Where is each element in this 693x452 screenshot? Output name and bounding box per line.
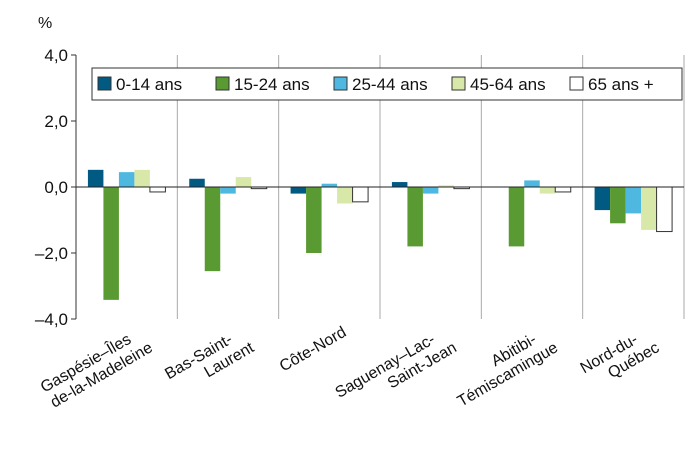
bar bbox=[438, 185, 454, 187]
bar bbox=[149, 186, 166, 193]
x-tick-label: Saguenay–Lac- Saint-Jean bbox=[333, 324, 460, 418]
bar bbox=[407, 187, 423, 247]
bar bbox=[508, 187, 525, 247]
bar bbox=[422, 187, 439, 194]
legend-box bbox=[91, 67, 683, 101]
bar bbox=[610, 187, 626, 224]
x-tick-label: Côte-Nord bbox=[277, 324, 349, 376]
bar bbox=[204, 187, 221, 272]
legend-label: 0-14 ans bbox=[116, 75, 182, 94]
legend-swatch bbox=[569, 76, 584, 91]
bar bbox=[524, 180, 540, 187]
bar bbox=[103, 187, 119, 300]
x-tick-label: Bas-Saint- Laurent bbox=[162, 323, 257, 398]
legend-label: 45-64 ans bbox=[470, 75, 546, 94]
y-tick-label: –2,0 bbox=[35, 244, 68, 263]
y-tick-label: 0,0 bbox=[44, 178, 68, 197]
bar bbox=[235, 177, 252, 187]
bar bbox=[337, 187, 353, 204]
bar bbox=[87, 169, 104, 187]
bar bbox=[118, 172, 135, 187]
bar bbox=[554, 186, 572, 193]
bar bbox=[290, 187, 307, 194]
bar bbox=[306, 187, 322, 253]
x-tick-label: Abitibi- Témiscamingue bbox=[446, 324, 561, 411]
bar bbox=[321, 183, 338, 187]
x-tick-label: Nord-du- Québec bbox=[578, 324, 663, 393]
legend-label: 65 ans + bbox=[588, 75, 654, 94]
bar bbox=[641, 187, 657, 230]
bar bbox=[220, 187, 236, 194]
legend-swatch bbox=[97, 76, 112, 91]
bar bbox=[352, 186, 369, 203]
y-axis-label: % bbox=[38, 15, 52, 32]
y-tick-label: 4,0 bbox=[44, 46, 68, 65]
bar bbox=[656, 186, 673, 233]
x-tick-label: Gaspésie–Îles de-la-Madeleine bbox=[37, 322, 156, 412]
legend-label: 25-44 ans bbox=[352, 75, 428, 94]
bar bbox=[134, 169, 150, 187]
legend-label: 15-24 ans bbox=[234, 75, 310, 94]
legend-swatch bbox=[215, 76, 230, 91]
legend-swatch bbox=[333, 76, 348, 91]
bar bbox=[539, 187, 556, 194]
bar bbox=[189, 178, 205, 187]
bar bbox=[391, 182, 408, 187]
legend-swatch bbox=[451, 76, 466, 91]
bar bbox=[625, 187, 642, 214]
y-tick-label: –4,0 bbox=[35, 310, 68, 329]
y-tick-label: 2,0 bbox=[44, 112, 68, 131]
bar bbox=[594, 187, 611, 211]
